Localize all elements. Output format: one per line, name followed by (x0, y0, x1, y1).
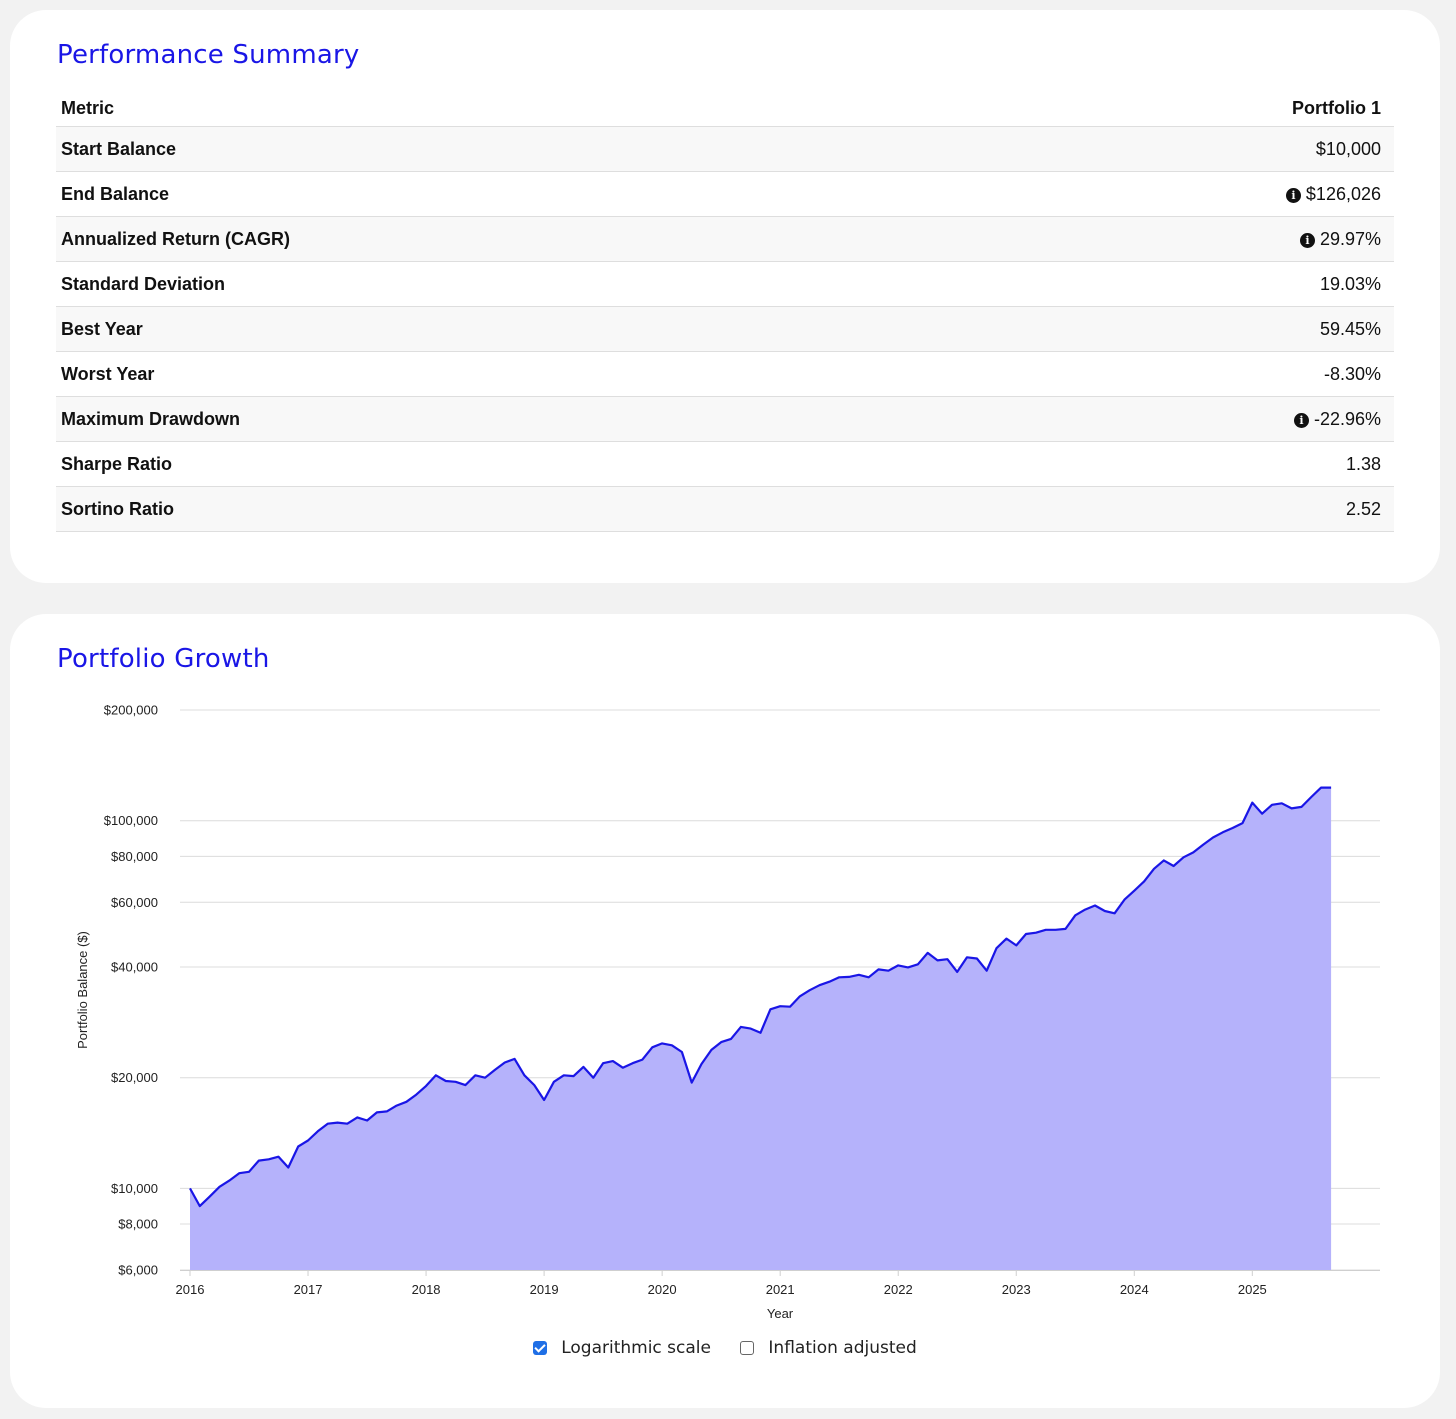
table-row: Best Year 59.45% (56, 306, 1394, 352)
metric-value: 29.97% (1319, 228, 1381, 249)
log-scale-checkbox[interactable] (533, 1341, 548, 1355)
x-tick-label: 2016 (176, 1282, 205, 1297)
table-header-row: Metric Portfolio 1 (56, 90, 1394, 127)
metric-label: Best Year (56, 306, 974, 352)
metric-label: Worst Year (56, 351, 974, 397)
performance-summary-card: Performance Summary Metric Portfolio 1 S… (10, 10, 1440, 583)
performance-summary-table: Metric Portfolio 1 Start Balance $10,000 E… (56, 90, 1394, 532)
table-row: Sortino Ratio 2.52 (56, 486, 1394, 532)
summary-title: Performance Summary (57, 40, 360, 70)
table-row: Standard Deviation 19.03% (56, 261, 1394, 307)
metric-value-cell: 2.52 (973, 486, 1394, 532)
metric-label: End Balance (56, 171, 974, 217)
y-axis-title: Portfolio Balance ($) (75, 931, 90, 1049)
y-tick-label: $200,000 (104, 703, 158, 718)
metric-value-cell: i -22.96% (973, 396, 1394, 442)
metric-value: -22.96% (1313, 408, 1381, 429)
x-axis-title: Year (767, 1306, 794, 1321)
portfolio-column-header: Portfolio 1 (973, 90, 1394, 127)
info-icon[interactable]: i (1293, 412, 1309, 428)
y-tick-label: $6,000 (118, 1263, 158, 1278)
metric-value-cell: 19.03% (973, 261, 1394, 307)
metric-value-cell: 1.38 (973, 441, 1394, 487)
metric-value: 59.45% (1319, 318, 1381, 339)
x-tick-label: 2019 (530, 1282, 559, 1297)
growth-title: Portfolio Growth (57, 644, 270, 674)
table-row: Maximum Drawdown i -22.96% (56, 396, 1394, 442)
metric-value-cell: -8.30% (973, 351, 1394, 397)
inflation-label: Inflation adjusted (768, 1338, 917, 1358)
y-tick-label: $40,000 (111, 960, 158, 975)
metric-value-cell: 59.45% (973, 306, 1394, 352)
metric-label: Maximum Drawdown (56, 396, 974, 442)
table-row: Worst Year -8.30% (56, 351, 1394, 397)
x-tick-label: 2018 (412, 1282, 441, 1297)
metric-label: Start Balance (56, 126, 974, 172)
inflation-option[interactable]: Inflation adjusted (740, 1338, 917, 1358)
metric-label: Sharpe Ratio (56, 441, 974, 487)
y-tick-label: $100,000 (104, 813, 158, 828)
metric-value: 2.52 (1345, 498, 1381, 519)
info-icon[interactable]: i (1299, 232, 1315, 248)
y-tick-label: $80,000 (111, 849, 158, 864)
inflation-checkbox[interactable] (740, 1341, 755, 1355)
metric-label: Standard Deviation (56, 261, 974, 307)
metric-label: Sortino Ratio (56, 486, 974, 532)
chart-options: Logarithmic scale Inflation adjusted (10, 1338, 1440, 1360)
x-tick-label: 2025 (1238, 1282, 1267, 1297)
table-row: Start Balance $10,000 (56, 126, 1394, 172)
y-tick-label: $20,000 (111, 1070, 158, 1085)
y-tick-label: $10,000 (111, 1181, 158, 1196)
metric-value-cell: i $126,026 (973, 171, 1394, 217)
metric-label: Annualized Return (CAGR) (56, 216, 974, 262)
x-tick-label: 2023 (1002, 1282, 1031, 1297)
metric-value: -8.30% (1323, 363, 1381, 384)
series-area (190, 787, 1332, 1270)
table-row: Sharpe Ratio 1.38 (56, 441, 1394, 487)
x-tick-label: 2022 (884, 1282, 913, 1297)
portfolio-growth-chart: $6,000 $8,000 $10,000 $20,000 $40,000 $60,000… (75, 703, 1380, 1321)
series-line (189, 786, 1332, 1208)
log-scale-label: Logarithmic scale (561, 1338, 711, 1358)
metric-value: $126,026 (1305, 183, 1381, 204)
y-tick-label: $60,000 (111, 895, 158, 910)
metric-value: $10,000 (1315, 138, 1381, 159)
info-icon[interactable]: i (1285, 187, 1301, 203)
metric-value: 19.03% (1319, 273, 1381, 294)
x-tick-label: 2020 (648, 1282, 677, 1297)
x-tick-label: 2024 (1120, 1282, 1149, 1297)
table-row: End Balance i $126,026 (56, 171, 1394, 217)
metric-value-cell: i 29.97% (973, 216, 1394, 262)
log-scale-option[interactable]: Logarithmic scale (533, 1338, 711, 1358)
metric-value-cell: $10,000 (973, 126, 1394, 172)
y-tick-label: $8,000 (118, 1217, 158, 1232)
portfolio-growth-card: Portfolio Growth $6,000 $8,000 $10,000 $20,… (10, 614, 1440, 1408)
table-row: Annualized Return (CAGR) i 29.97% (56, 216, 1394, 262)
metric-value: 1.38 (1345, 453, 1381, 474)
metric-column-header: Metric (56, 90, 974, 127)
x-tick-label: 2021 (766, 1282, 795, 1297)
x-tick-label: 2017 (294, 1282, 323, 1297)
